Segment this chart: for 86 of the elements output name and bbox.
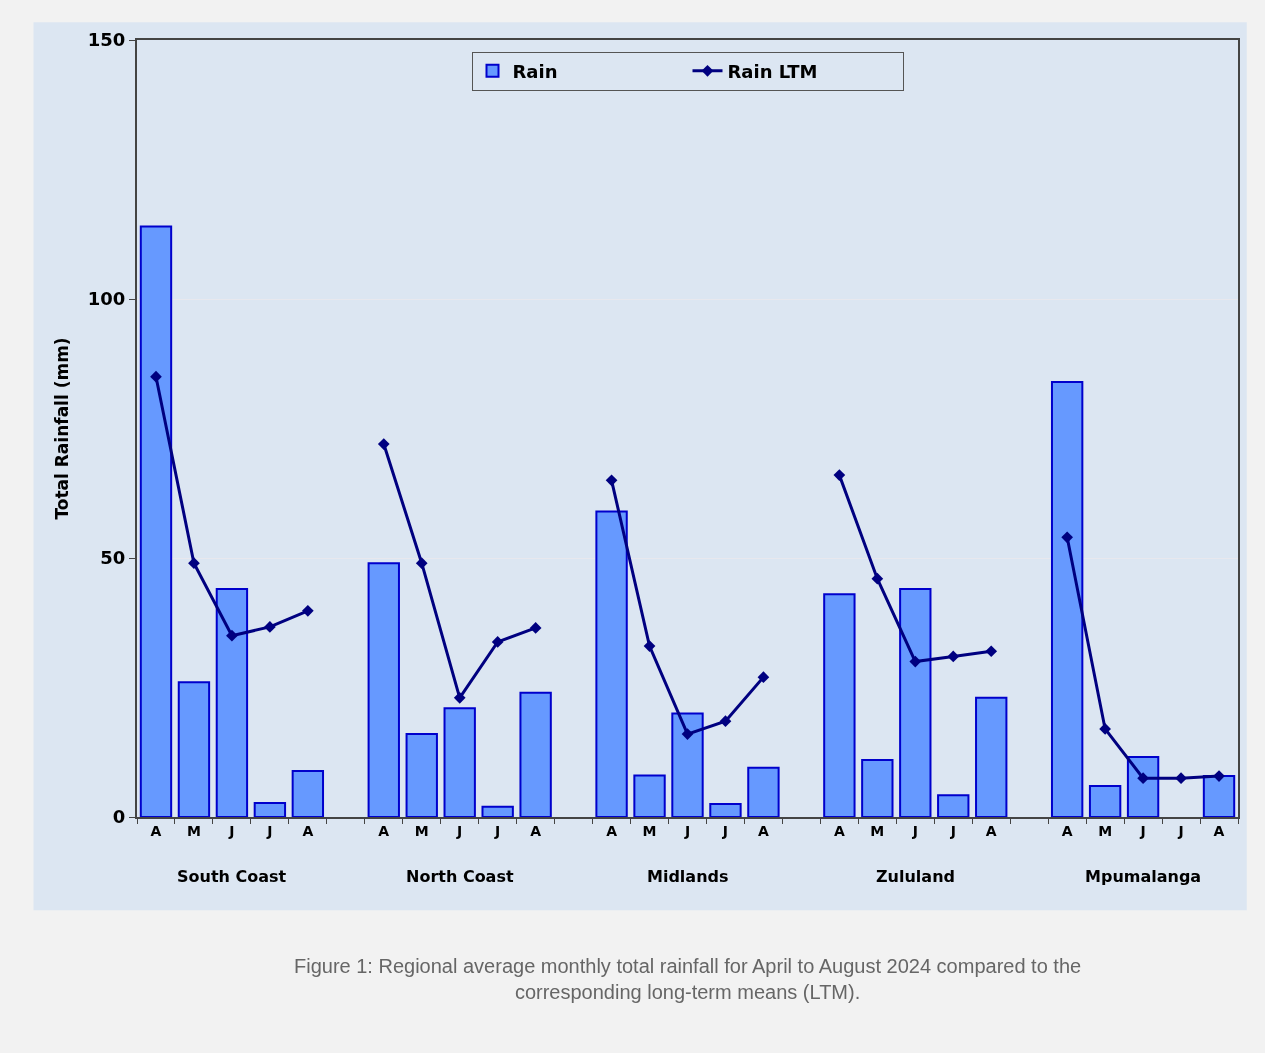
bar xyxy=(139,225,173,817)
bar xyxy=(253,802,287,817)
x-tick-label: J xyxy=(456,822,463,839)
x-tick-label: A xyxy=(1213,822,1225,839)
text: Zululand xyxy=(876,867,955,886)
point xyxy=(188,557,200,570)
text: North Coast xyxy=(406,867,514,886)
x-tick-label: A xyxy=(150,822,162,839)
x-tick-label: A xyxy=(606,822,618,839)
x-tick-label: A xyxy=(530,822,542,839)
x-tick-label: J xyxy=(1177,822,1184,839)
bar xyxy=(177,681,211,817)
point xyxy=(833,469,846,481)
point xyxy=(643,640,656,652)
point xyxy=(1175,772,1187,784)
point xyxy=(453,692,466,704)
bar xyxy=(823,593,856,817)
y-tick-label: 150 xyxy=(87,29,126,51)
x-tick-label: A xyxy=(833,822,845,839)
point xyxy=(719,715,732,728)
x-tick-label: A xyxy=(302,822,314,839)
bar xyxy=(443,707,476,817)
x-tick-label: J xyxy=(911,822,918,839)
bar xyxy=(1050,380,1084,817)
y-tick-label: 100 xyxy=(87,288,126,310)
text: Mpumalanga xyxy=(1085,867,1202,886)
bar xyxy=(519,691,552,817)
x-tick-label: J xyxy=(949,822,956,839)
text: South Coast xyxy=(177,867,287,886)
x-tick-label: J xyxy=(683,822,691,839)
y-tick-label: 50 xyxy=(100,547,126,569)
bar xyxy=(481,805,514,817)
point xyxy=(909,655,922,668)
point xyxy=(377,438,390,450)
legend-label: Rain xyxy=(512,60,558,82)
bar xyxy=(709,803,742,817)
x-tick-label: M xyxy=(870,822,885,839)
bar xyxy=(975,696,1008,817)
x-tick-label: A xyxy=(985,822,997,839)
x-tick-label: A xyxy=(758,822,770,839)
x-tick-label: A xyxy=(378,822,390,839)
bar xyxy=(1126,755,1160,817)
x-tick-label: M xyxy=(414,822,429,839)
point xyxy=(264,621,276,633)
point xyxy=(529,622,542,634)
bar xyxy=(937,794,970,817)
caption: Figure 1: Regional average monthly total rainfall for April to August 2024 compared to the corresponding long-term means (LTM). xyxy=(294,955,1082,1003)
x-tick-label: M xyxy=(642,822,657,839)
bar xyxy=(595,510,628,817)
x-tick-label: J xyxy=(228,822,235,839)
x-tick-label: J xyxy=(721,822,729,839)
x-tick-label: A xyxy=(1061,822,1073,839)
bar xyxy=(1202,775,1236,817)
point xyxy=(985,645,998,658)
point xyxy=(605,474,618,487)
x-tick-label: J xyxy=(494,822,501,839)
bar xyxy=(861,759,894,817)
bar xyxy=(899,588,932,817)
bar xyxy=(367,562,400,817)
x-tick-label: J xyxy=(266,822,273,839)
bar xyxy=(405,733,438,817)
point xyxy=(681,728,694,740)
bar xyxy=(215,588,249,817)
point xyxy=(1137,772,1149,784)
point xyxy=(150,370,162,383)
point xyxy=(1099,723,1111,735)
x-tick-label: J xyxy=(1139,822,1146,839)
x-tick-label: M xyxy=(1098,822,1113,839)
bar xyxy=(291,769,325,817)
point xyxy=(491,636,504,648)
bar xyxy=(747,766,780,817)
bar xyxy=(1088,784,1122,817)
legend-label: Rain LTM xyxy=(727,60,818,82)
bar xyxy=(671,712,704,817)
point xyxy=(947,650,960,663)
x-tick-label: M xyxy=(186,822,201,839)
bar xyxy=(633,774,666,817)
point xyxy=(226,629,238,642)
point xyxy=(415,557,428,570)
point xyxy=(1061,531,1074,544)
point xyxy=(871,572,884,585)
point xyxy=(301,604,314,617)
y-tick-label: 0 xyxy=(112,806,126,828)
text: Midlands xyxy=(647,867,729,886)
point xyxy=(757,671,770,683)
y-axis-title: Total Rainfall (mm) xyxy=(51,337,72,520)
